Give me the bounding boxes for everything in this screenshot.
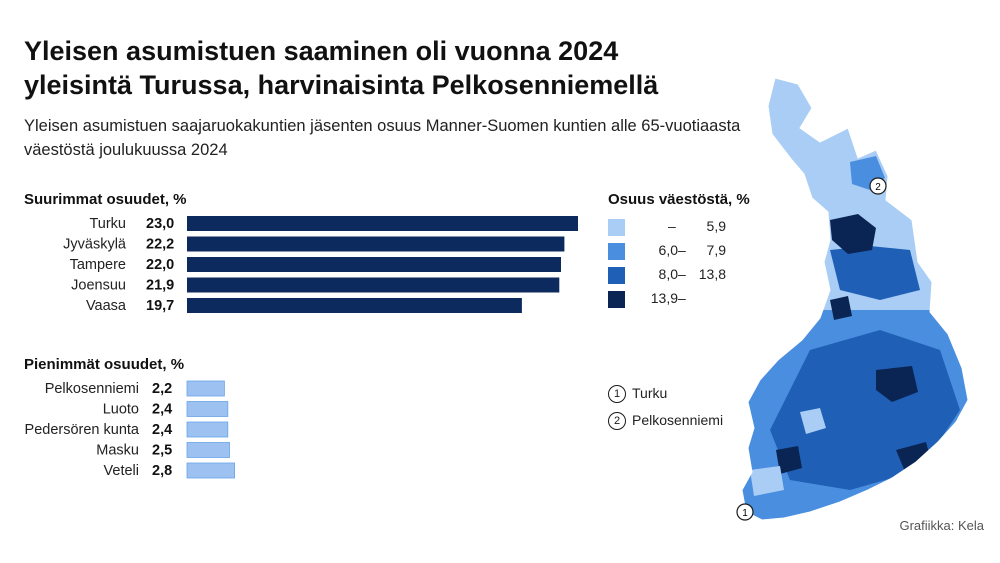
top-bars-title: Suurimmat osuudet, % (24, 191, 187, 208)
bar-category-label: Jyväskylä (63, 237, 127, 253)
map-kainuu-region (830, 246, 920, 300)
bar-category-label: Vaasa (86, 298, 127, 314)
bar (186, 401, 229, 417)
bar-value-label: 2,4 (152, 422, 172, 438)
marker-1-label: 1 (742, 508, 748, 519)
legend-swatch (608, 243, 625, 260)
bar-category-label: Veteli (104, 463, 139, 479)
bar-category-label: Joensuu (71, 278, 126, 294)
credit: Grafiikka: Kela (899, 518, 984, 533)
legend-swatch (608, 219, 625, 236)
chart-title: Yleisen asumistuen saaminen oli vuonna 2… (24, 36, 659, 100)
marker-2-label: 2 (875, 182, 881, 193)
legend-dash: – (668, 218, 676, 234)
bar-charts: Turku 23,0 Jyväskylä 22,2 Tampere 22,0 Joensuu… (25, 216, 578, 479)
legend-low: 8,0 (658, 266, 678, 282)
legend-high: 7,9 (706, 242, 726, 258)
bar-value-label: 19,7 (146, 298, 174, 314)
legend-swatch (608, 267, 625, 284)
bar-category-label: Luoto (103, 402, 139, 418)
bar (186, 442, 230, 458)
legend-dash: – (678, 242, 686, 258)
bottom-bars-title: Pienimmät osuudet, % (24, 356, 185, 373)
map-marker-2: 2 (869, 177, 887, 195)
bar (187, 277, 560, 293)
legend-swatch (608, 291, 625, 308)
bar-value-label: 21,9 (146, 278, 174, 294)
legend-low: 13,9 (650, 290, 678, 306)
legend-low: 6,0 (658, 242, 678, 258)
bar (186, 380, 225, 397)
marker-1-circle (736, 503, 754, 521)
bar-category-label: Pelkosenniemi (45, 381, 139, 397)
bar (187, 216, 578, 231)
bar-category-label: Tampere (70, 257, 126, 273)
bar-value-label: 2,5 (152, 443, 172, 459)
bar-category-label: Turku (89, 216, 126, 232)
bar (187, 236, 565, 252)
bar (187, 298, 522, 313)
bar (186, 421, 229, 438)
chart-subtitle: Yleisen asumistuen saajaruokakuntien jäs… (24, 117, 741, 159)
bar-value-label: 22,0 (146, 257, 174, 273)
bar-value-label: 2,4 (152, 402, 172, 418)
bar-category-label: Pedersören kunta (25, 422, 140, 438)
legend-high: 5,9 (706, 218, 726, 234)
bar-value-label: 22,2 (146, 237, 174, 253)
map-dark-region (776, 446, 802, 474)
bar-value-label: 2,2 (152, 381, 172, 397)
map-light-region (750, 466, 784, 496)
map-marker-1: 1 (736, 503, 754, 521)
legend-high: 13,8 (698, 266, 726, 282)
marker-label: Pelkosenniemi (632, 412, 724, 428)
map-light-region (800, 408, 826, 434)
map-dark-region (876, 366, 918, 402)
bar-value-label: 2,8 (152, 463, 172, 479)
marker-2-circle (869, 177, 887, 195)
legend-title: Osuus väestöstä, % (608, 191, 750, 208)
finland-map: 2 1 (736, 77, 969, 521)
legend-dash: – (678, 290, 686, 306)
map-pelkosenniemi-region (830, 214, 876, 254)
bar-category-label: Masku (96, 443, 139, 459)
map-dark-region (830, 296, 852, 320)
legend-dash: – (678, 266, 686, 282)
marker-number: 1 (608, 385, 626, 403)
bar-value-label: 23,0 (146, 216, 174, 232)
bar (186, 462, 235, 479)
marker-number: 2 (608, 412, 626, 430)
marker-label: Turku (632, 385, 668, 401)
bar (187, 257, 561, 272)
